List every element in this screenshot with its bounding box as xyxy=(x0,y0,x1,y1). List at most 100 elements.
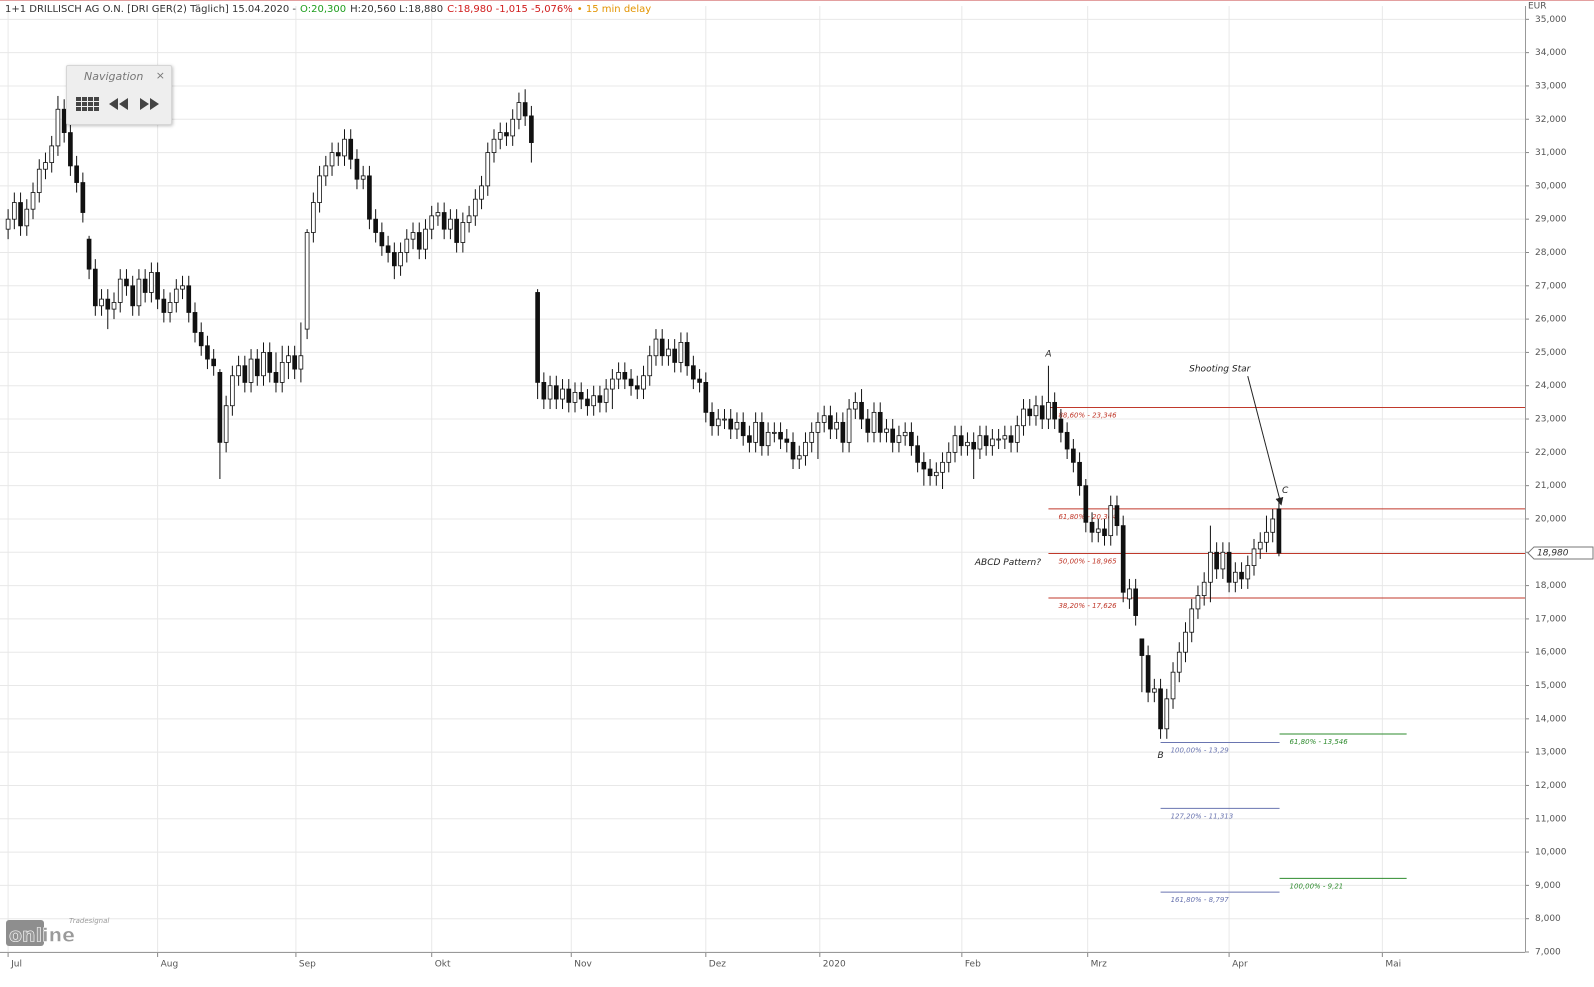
candle-body xyxy=(821,415,827,423)
candle-body xyxy=(49,145,55,163)
y-tick-label: 35,000 xyxy=(1535,15,1567,25)
candle-body xyxy=(616,372,621,380)
candle-body xyxy=(317,175,322,203)
candle-body xyxy=(1095,528,1101,533)
grid-button[interactable] xyxy=(76,97,99,111)
candle-body xyxy=(1183,631,1188,653)
x-tick-label: Nov xyxy=(574,960,592,970)
candle-body xyxy=(1133,588,1138,616)
x-tick-label: Mrz xyxy=(1091,960,1107,970)
candle-body xyxy=(273,372,279,383)
candle-body xyxy=(354,158,360,180)
candle-body xyxy=(236,365,241,377)
candle-body xyxy=(167,302,173,313)
candle-body xyxy=(198,332,204,347)
navigation-buttons xyxy=(76,97,159,111)
candle-body xyxy=(161,298,167,313)
candle-body xyxy=(43,162,48,170)
candle-body xyxy=(385,245,391,253)
candle-body xyxy=(902,431,908,437)
candle-body xyxy=(877,411,883,433)
y-tick-label: 24,000 xyxy=(1535,381,1567,391)
candle-body xyxy=(790,441,796,460)
candle-body xyxy=(99,298,104,307)
candle-body xyxy=(1164,698,1170,730)
candle-body xyxy=(585,398,590,407)
candle-body xyxy=(765,431,771,447)
candle-body xyxy=(884,428,889,433)
candle-body xyxy=(778,431,783,440)
candle-body xyxy=(628,378,634,387)
candle-body xyxy=(186,285,192,313)
candle-body xyxy=(566,388,572,403)
candle-body xyxy=(1058,418,1064,433)
candle-body xyxy=(454,218,459,243)
header-text: H:20,560 L:18,880 xyxy=(350,4,444,15)
header-text: • 15 min delay xyxy=(576,4,652,15)
y-tick-label: 10,000 xyxy=(1535,848,1567,858)
candle-body xyxy=(996,438,1001,441)
candle-body xyxy=(254,358,260,377)
candle-body xyxy=(1270,518,1276,533)
close-button[interactable]: × xyxy=(155,69,165,82)
candle-body xyxy=(392,252,397,267)
candle-body xyxy=(11,202,17,220)
candle-body xyxy=(1052,401,1057,420)
candle-body xyxy=(398,252,403,267)
candle-body xyxy=(30,192,36,210)
candle-body xyxy=(510,118,516,137)
y-tick-label: 13,000 xyxy=(1535,748,1567,758)
back-button[interactable] xyxy=(109,98,128,110)
candle-body xyxy=(173,288,179,303)
candle-body xyxy=(597,395,603,403)
candle-body xyxy=(1027,408,1033,417)
annotation-arrow xyxy=(1247,375,1284,506)
candle-body xyxy=(759,421,765,447)
y-tick-label: 15,000 xyxy=(1535,681,1567,691)
candle-body xyxy=(342,138,347,157)
candle-body xyxy=(1114,505,1120,527)
logo-main: online xyxy=(9,925,75,947)
candle-body xyxy=(416,232,422,250)
candle-body xyxy=(373,218,378,233)
candle-body xyxy=(591,395,597,407)
candle-body xyxy=(1064,431,1070,450)
candle-body xyxy=(634,385,640,390)
x-tick-label: Dez xyxy=(709,960,726,970)
candle-body xyxy=(1021,408,1026,427)
forward-button[interactable] xyxy=(140,98,159,110)
header-text: O:20,300 xyxy=(300,4,347,15)
candle-body xyxy=(1039,405,1045,420)
candle-body xyxy=(983,435,989,447)
candle-body xyxy=(472,198,478,217)
y-tick-label: 21,000 xyxy=(1535,481,1567,491)
y-tick-label: 32,000 xyxy=(1535,115,1567,125)
candle-body xyxy=(1145,655,1151,693)
candle-body xyxy=(971,441,977,450)
y-tick-label: 25,000 xyxy=(1535,348,1567,358)
y-tick-label: 9,000 xyxy=(1535,881,1561,891)
y-tick-label: 12,000 xyxy=(1535,781,1567,791)
candle-body xyxy=(653,338,659,357)
x-tick-label: Mai xyxy=(1385,960,1401,970)
candle-body xyxy=(1170,671,1176,700)
candle-body xyxy=(1201,581,1207,596)
y-tick-label: 17,000 xyxy=(1535,614,1567,624)
candle-body xyxy=(909,431,914,447)
y-tick-label: 28,000 xyxy=(1535,248,1567,258)
level-label: 161,80% - 8,797 xyxy=(1171,896,1230,904)
x-tick-label: Sep xyxy=(299,960,316,970)
candle-body xyxy=(149,272,154,293)
y-tick-label: 16,000 xyxy=(1535,648,1567,658)
navigation-panel[interactable]: Navigation × xyxy=(66,65,172,125)
candle-body xyxy=(423,228,428,250)
candle-body xyxy=(840,421,846,443)
candle-body xyxy=(553,385,559,400)
candle-body xyxy=(435,212,441,217)
candle-body xyxy=(672,348,677,363)
candle-body xyxy=(55,108,61,147)
